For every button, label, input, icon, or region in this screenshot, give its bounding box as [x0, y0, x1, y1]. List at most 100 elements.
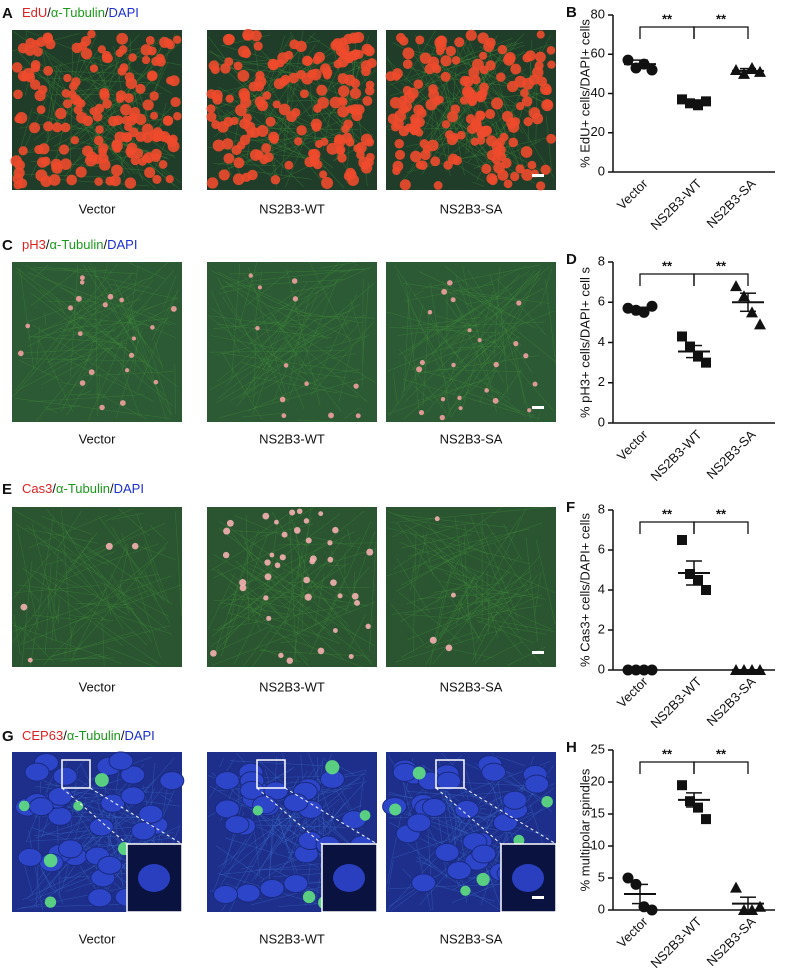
- stained-cell: [307, 69, 317, 79]
- stained-cell: [25, 323, 31, 329]
- tubulin-fiber: [429, 593, 445, 666]
- stained-cell: [499, 132, 509, 142]
- stained-cell: [521, 96, 533, 107]
- tubulin-fiber: [396, 522, 483, 643]
- stained-cell: [210, 650, 217, 657]
- tubulin-fiber: [427, 524, 474, 578]
- stained-cell: [356, 150, 365, 160]
- panel-letter: F: [566, 499, 575, 516]
- tubulin-fiber: [467, 269, 533, 374]
- nucleus: [239, 780, 265, 800]
- tubulin-fiber: [435, 558, 454, 642]
- tubulin-fiber: [469, 514, 519, 634]
- tubulin-fiber: [353, 567, 370, 586]
- tubulin-fiber: [317, 756, 320, 844]
- tubulin-fiber: [416, 380, 481, 402]
- stained-cell: [465, 29, 477, 41]
- tubulin-fiber: [488, 601, 499, 639]
- image-caption: Vector: [79, 931, 117, 946]
- tubulin-fiber: [44, 563, 52, 653]
- stained-cell: [484, 108, 496, 120]
- y-tick-label: 8: [598, 253, 605, 268]
- tubulin-fiber: [61, 572, 80, 581]
- tubulin-fiber: [26, 657, 116, 660]
- stained-cell: [289, 39, 300, 50]
- tubulin-fiber: [401, 550, 468, 586]
- tubulin-fiber: [65, 882, 94, 892]
- tubulin-fiber: [253, 272, 262, 333]
- tubulin-fiber: [55, 605, 60, 624]
- tubulin-fiber: [341, 314, 349, 330]
- stained-cell: [492, 397, 499, 404]
- stained-cell: [241, 172, 252, 183]
- tubulin-fiber: [459, 589, 552, 630]
- stained-cell: [82, 145, 94, 157]
- stained-cell: [349, 50, 360, 61]
- stained-cell: [144, 166, 156, 179]
- tubulin-fiber: [28, 830, 44, 911]
- tubulin-fiber: [70, 543, 128, 663]
- stained-cell: [395, 32, 406, 43]
- stained-cell: [14, 115, 23, 124]
- tubulin-fiber: [391, 593, 537, 615]
- significance-label: **: [662, 258, 673, 273]
- tubulin-fiber: [233, 618, 258, 665]
- tubulin-fiber: [12, 287, 108, 398]
- tubulin-fiber: [84, 371, 174, 377]
- y-tick-label: 6: [598, 294, 605, 309]
- tubulin-fiber: [16, 271, 97, 342]
- x-tick-label: NS2B3-SA: [703, 427, 758, 482]
- nucleus: [17, 847, 43, 867]
- tubulin-fiber: [43, 405, 59, 414]
- stained-cell: [269, 552, 275, 558]
- stained-cell: [485, 60, 496, 71]
- tubulin-fiber: [260, 97, 345, 189]
- tubulin-fiber: [391, 517, 434, 538]
- nucleus: [283, 793, 309, 813]
- tubulin-fiber: [229, 593, 303, 612]
- stained-cell: [291, 278, 298, 284]
- stained-cell: [434, 516, 440, 522]
- scale-bar: [532, 896, 544, 899]
- tubulin-fiber: [252, 360, 273, 415]
- tubulin-fiber: [455, 275, 491, 366]
- stained-cell: [467, 328, 472, 333]
- stained-cell: [319, 170, 328, 179]
- data-point: [730, 881, 742, 893]
- scale-bar: [532, 651, 544, 654]
- tubulin-fiber: [64, 650, 67, 658]
- stained-cell: [277, 52, 289, 64]
- stained-cell: [303, 518, 310, 524]
- tubulin-fiber: [309, 576, 346, 655]
- stained-cell: [102, 302, 108, 308]
- tubulin-fiber: [221, 352, 360, 374]
- stained-cell: [210, 65, 220, 75]
- stained-cell: [536, 181, 546, 191]
- tubulin-fiber: [480, 336, 520, 369]
- tubulin-fiber: [450, 292, 521, 340]
- stained-cell: [296, 508, 303, 515]
- tubulin-fiber: [457, 165, 484, 182]
- y-tick-label: 0: [598, 901, 605, 916]
- tubulin-fiber: [103, 263, 108, 280]
- significance-bracket: [693, 26, 749, 39]
- stained-cell: [292, 296, 299, 302]
- tubulin-fiber: [231, 263, 241, 379]
- tubulin-fiber: [151, 294, 176, 341]
- tubulin-fiber: [404, 271, 540, 403]
- tubulin-fiber: [13, 509, 116, 566]
- stained-cell: [261, 143, 272, 154]
- tubulin-fiber: [118, 508, 150, 537]
- tubulin-fiber: [69, 42, 74, 172]
- stained-cell: [170, 306, 177, 312]
- stained-cell: [501, 157, 512, 169]
- scale-bar: [532, 406, 544, 409]
- tubulin-fiber: [236, 263, 346, 342]
- inset-nucleus: [512, 864, 544, 892]
- stained-cell: [418, 409, 425, 416]
- tubulin-fiber: [16, 347, 127, 354]
- stained-cell: [398, 125, 410, 137]
- tubulin-fiber: [425, 632, 474, 648]
- tubulin-fiber: [425, 576, 475, 666]
- data-point: [685, 98, 695, 109]
